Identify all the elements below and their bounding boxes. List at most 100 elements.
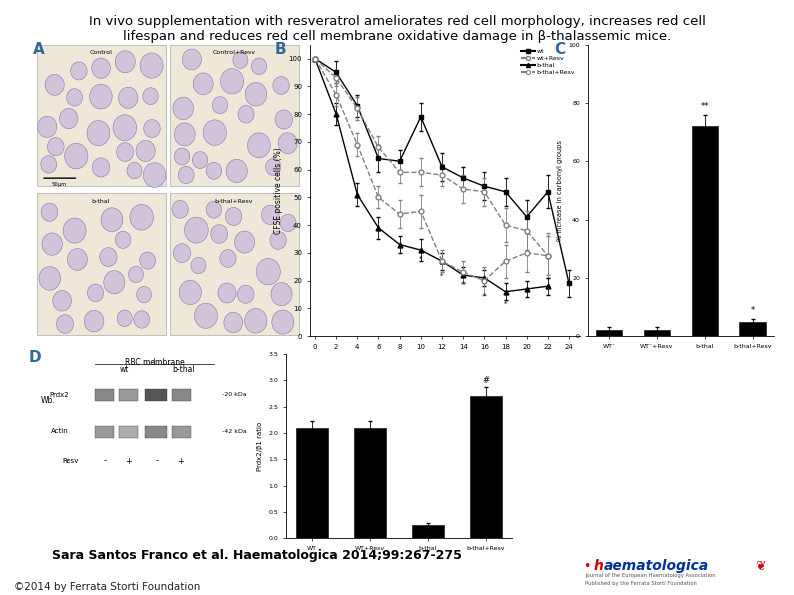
Circle shape	[220, 249, 236, 267]
Circle shape	[261, 205, 279, 224]
Circle shape	[48, 137, 64, 156]
Circle shape	[71, 62, 87, 80]
Circle shape	[192, 152, 208, 168]
Circle shape	[41, 203, 58, 221]
Circle shape	[174, 123, 195, 146]
Text: *: *	[441, 273, 444, 279]
X-axis label: Time (days): Time (days)	[422, 355, 467, 364]
Text: RBC membrane: RBC membrane	[125, 358, 185, 367]
Text: *: *	[504, 300, 507, 306]
Circle shape	[195, 303, 218, 328]
Circle shape	[191, 257, 206, 274]
Text: *: *	[750, 306, 754, 315]
Circle shape	[37, 116, 57, 137]
Circle shape	[115, 231, 131, 248]
Text: Sara Santos Franco et al. Haematologica 2014;99:267-275: Sara Santos Franco et al. Haematologica …	[52, 549, 461, 562]
Text: Actin: Actin	[52, 428, 69, 434]
Text: •: •	[584, 560, 591, 573]
Bar	[692, 126, 718, 336]
Text: -: -	[103, 456, 106, 465]
Circle shape	[206, 162, 222, 179]
Circle shape	[67, 249, 87, 270]
Bar	[644, 330, 670, 336]
Circle shape	[234, 231, 255, 253]
Circle shape	[245, 309, 267, 333]
Text: aematologica: aematologica	[603, 559, 709, 574]
Text: b-thal: b-thal	[92, 199, 110, 204]
Circle shape	[248, 133, 270, 158]
Circle shape	[134, 311, 149, 328]
Circle shape	[127, 162, 142, 179]
Circle shape	[278, 133, 297, 154]
Circle shape	[87, 284, 104, 302]
Bar	[354, 428, 386, 538]
Text: +: +	[125, 456, 132, 465]
Circle shape	[265, 158, 281, 176]
Circle shape	[272, 310, 294, 334]
Circle shape	[39, 267, 60, 290]
Circle shape	[64, 143, 88, 169]
Text: Control: Control	[90, 51, 112, 55]
Circle shape	[117, 143, 133, 161]
Circle shape	[183, 49, 202, 70]
Circle shape	[84, 311, 104, 332]
Circle shape	[237, 285, 254, 303]
Text: Resv: Resv	[62, 458, 79, 464]
Bar	[470, 396, 502, 538]
Circle shape	[252, 58, 267, 75]
Circle shape	[64, 218, 86, 243]
Circle shape	[100, 248, 117, 267]
Circle shape	[184, 217, 208, 243]
Circle shape	[271, 283, 292, 306]
Text: wt: wt	[119, 365, 129, 374]
Circle shape	[144, 120, 160, 137]
Bar	[739, 321, 765, 336]
Circle shape	[136, 140, 155, 161]
Bar	[37, 193, 166, 335]
Bar	[412, 525, 444, 538]
Text: -: -	[156, 456, 159, 465]
Circle shape	[129, 266, 144, 283]
Bar	[296, 428, 328, 538]
Circle shape	[137, 286, 152, 303]
Bar	[95, 426, 114, 438]
Bar	[95, 389, 114, 401]
Text: In vivo supplementation with resveratrol ameliorates red cell morphology, increa: In vivo supplementation with resveratrol…	[89, 15, 705, 28]
Text: -20 kDa: -20 kDa	[222, 392, 246, 397]
Circle shape	[245, 83, 267, 106]
Circle shape	[175, 148, 190, 165]
Circle shape	[52, 290, 71, 311]
Circle shape	[224, 312, 243, 333]
Circle shape	[45, 74, 64, 95]
Circle shape	[280, 214, 296, 231]
Circle shape	[104, 271, 125, 294]
Text: *: *	[461, 281, 464, 287]
Circle shape	[143, 87, 158, 105]
Circle shape	[233, 52, 248, 68]
Circle shape	[172, 201, 188, 218]
Text: C: C	[554, 42, 565, 57]
Circle shape	[256, 258, 280, 285]
Text: Prdx2: Prdx2	[49, 392, 69, 397]
Text: b-thal+Resv: b-thal+Resv	[214, 199, 253, 204]
Text: 50μm: 50μm	[52, 181, 67, 187]
Text: -42 kDa: -42 kDa	[222, 429, 246, 434]
Text: Published by the Ferrata Storti Foundation: Published by the Ferrata Storti Foundati…	[585, 581, 697, 585]
Circle shape	[140, 53, 163, 78]
Circle shape	[140, 252, 156, 269]
Circle shape	[60, 108, 78, 129]
Bar	[145, 426, 167, 438]
Circle shape	[115, 51, 135, 73]
Circle shape	[130, 204, 153, 230]
Circle shape	[226, 159, 247, 183]
Circle shape	[101, 208, 123, 231]
Bar	[119, 426, 138, 438]
Circle shape	[67, 89, 83, 106]
Circle shape	[218, 283, 236, 303]
Circle shape	[221, 68, 244, 94]
Legend: wt, wt+Resv, b-thal, b-thal+Resv: wt, wt+Resv, b-thal, b-thal+Resv	[520, 48, 576, 76]
Text: *: *	[419, 256, 422, 262]
Circle shape	[179, 166, 194, 184]
Circle shape	[92, 158, 110, 177]
Circle shape	[193, 73, 213, 95]
